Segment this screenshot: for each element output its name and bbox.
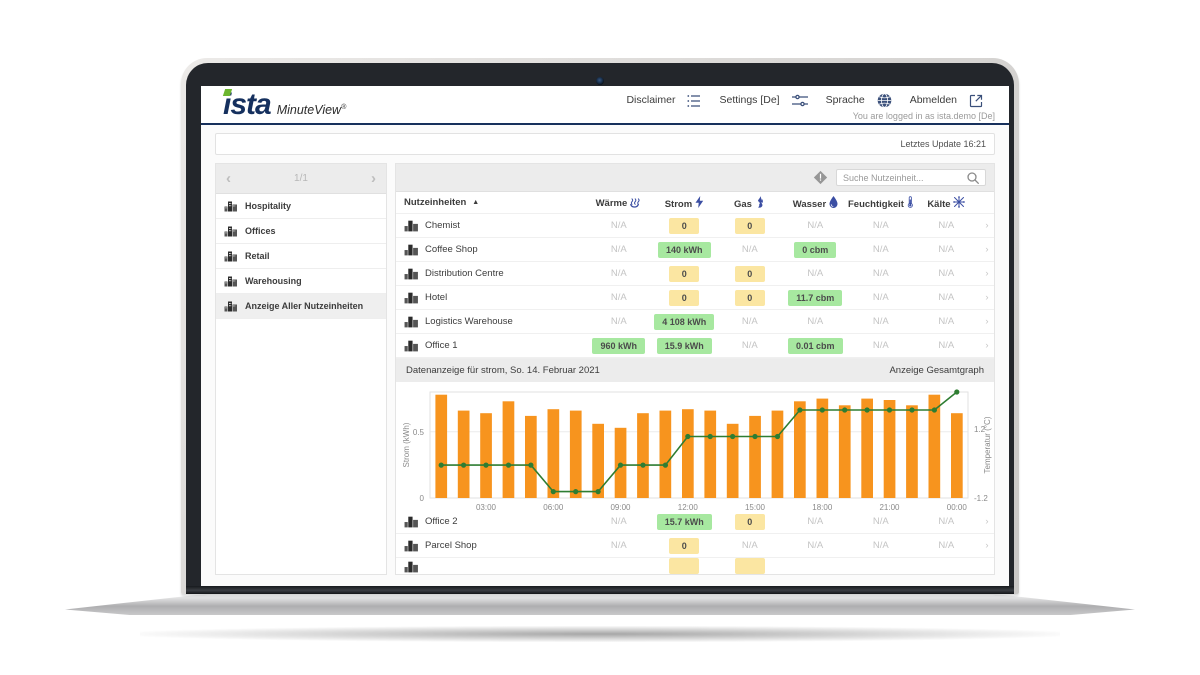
svg-text:15:00: 15:00: [745, 503, 766, 510]
svg-text:Temperatur (°C): Temperatur (°C): [983, 416, 992, 473]
svg-text:18:00: 18:00: [812, 503, 833, 510]
svg-text:0: 0: [420, 494, 425, 503]
svg-text:09:00: 09:00: [610, 503, 631, 510]
svg-text:03:00: 03:00: [476, 503, 497, 510]
svg-text:12:00: 12:00: [678, 503, 699, 510]
svg-text:0.5: 0.5: [413, 428, 425, 437]
svg-text:21:00: 21:00: [879, 503, 900, 510]
svg-text:00:00: 00:00: [947, 503, 968, 510]
svg-text:Strom (kWh): Strom (kWh): [402, 422, 411, 467]
svg-text:-1.2: -1.2: [974, 494, 988, 503]
svg-text:06:00: 06:00: [543, 503, 564, 510]
